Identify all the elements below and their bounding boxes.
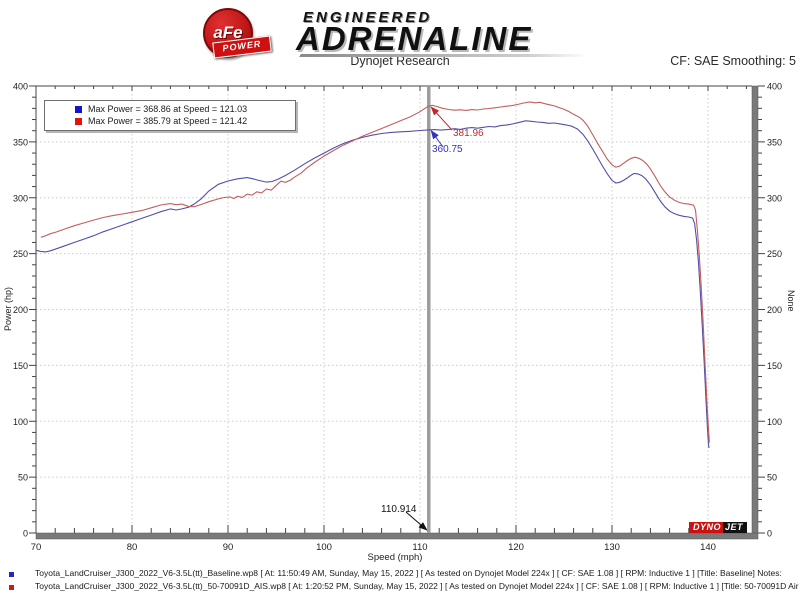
x-tick-label: 80: [127, 542, 138, 553]
legend-swatch-blue: [75, 105, 82, 113]
y-tick-label-right: 350: [767, 137, 782, 147]
y-tick-label-right: 100: [767, 417, 782, 427]
y-tick-label-right: 300: [767, 193, 782, 203]
run-info-text: Toyota_LandCruiser_J300_2022_V6-3.5L(tt)…: [35, 568, 782, 578]
y-tick-label-left: 50: [18, 473, 28, 483]
y-tick-label-left: 400: [13, 82, 28, 92]
page-title: Dynojet Research: [350, 54, 450, 68]
y-axis-title-right: None: [786, 290, 796, 312]
arrow-blue-line: [430, 130, 444, 148]
run-info-text: Toyota_LandCruiser_J300_2022_V6-3.5L(tt)…: [35, 581, 800, 591]
smoothing-label: CF: SAE Smoothing: 5: [670, 54, 796, 68]
x-tick-label: 100: [316, 542, 332, 553]
engineered-text: ENGINEERED: [303, 9, 433, 26]
legend-swatch-red: [75, 117, 82, 125]
run-bullet-red: [9, 585, 14, 590]
run-bullet-blue: [9, 572, 14, 577]
legend-row-intake[interactable]: Max Power = 385.79 at Speed = 121.42: [45, 115, 295, 127]
x-tick-label: 110: [412, 542, 427, 553]
y-tick-label-left: 350: [13, 137, 28, 147]
run-info-line-intake: Toyota_LandCruiser_J300_2022_V6-3.5L(tt)…: [0, 581, 800, 594]
x-tick-label: 90: [223, 542, 234, 553]
y-tick-label-right: 50: [767, 473, 777, 483]
y-tick-label-left: 150: [13, 361, 28, 371]
x-axis-bar: [35, 532, 759, 540]
y-tick-label-left: 200: [13, 305, 28, 315]
y-axis-title-left: Power (hp): [3, 286, 13, 331]
dynojet-logo-jet: JET: [723, 522, 748, 533]
x-tick-label: 70: [31, 542, 42, 553]
y-tick-label-left: 0: [23, 529, 28, 539]
afe-logo-text: aFe: [213, 23, 243, 42]
legend-label-baseline: Max Power = 368.86 at Speed = 121.03: [88, 104, 248, 114]
cursor-value-red: 381.96: [453, 128, 484, 139]
x-axis-title: Speed (mph): [367, 552, 423, 563]
arrow-red-line: [430, 106, 453, 131]
y-tick-label-right: 200: [767, 305, 782, 315]
dynojet-logo: DYNO JET: [689, 522, 748, 533]
cursor-value-blue: 360.75: [432, 144, 463, 155]
adrenaline-text: ADRENALINE: [296, 20, 533, 57]
y-tick-label-right: 0: [767, 529, 772, 539]
y-tick-label-right: 150: [767, 361, 782, 371]
y-tick-label-left: 300: [13, 193, 28, 203]
legend-label-intake: Max Power = 385.79 at Speed = 121.42: [88, 116, 248, 126]
cursor-x-value: 110.914: [381, 504, 417, 515]
y-tick-label-left: 250: [13, 249, 28, 259]
arrow-cursor-line: [405, 511, 428, 531]
run-info-line-baseline: Toyota_LandCruiser_J300_2022_V6-3.5L(tt)…: [0, 568, 800, 581]
power-curve-baseline: [35, 120, 710, 449]
power-curve-intake: [40, 101, 710, 443]
dynojet-logo-dyno: DYNO: [689, 522, 724, 533]
legend-row-baseline[interactable]: Max Power = 368.86 at Speed = 121.03: [45, 103, 295, 115]
y-tick-label-left: 100: [13, 417, 28, 427]
chart-legend[interactable]: Max Power = 368.86 at Speed = 121.03 Max…: [44, 100, 296, 131]
x-tick-label: 120: [508, 542, 524, 553]
y-axis-bar-right: [751, 85, 759, 534]
y-tick-label-right: 400: [767, 82, 782, 92]
x-tick-label: 130: [604, 542, 620, 553]
run-info-footer: Toyota_LandCruiser_J300_2022_V6-3.5L(tt)…: [0, 568, 800, 594]
x-tick-label: 140: [700, 542, 716, 553]
y-tick-label-right: 250: [767, 249, 782, 259]
